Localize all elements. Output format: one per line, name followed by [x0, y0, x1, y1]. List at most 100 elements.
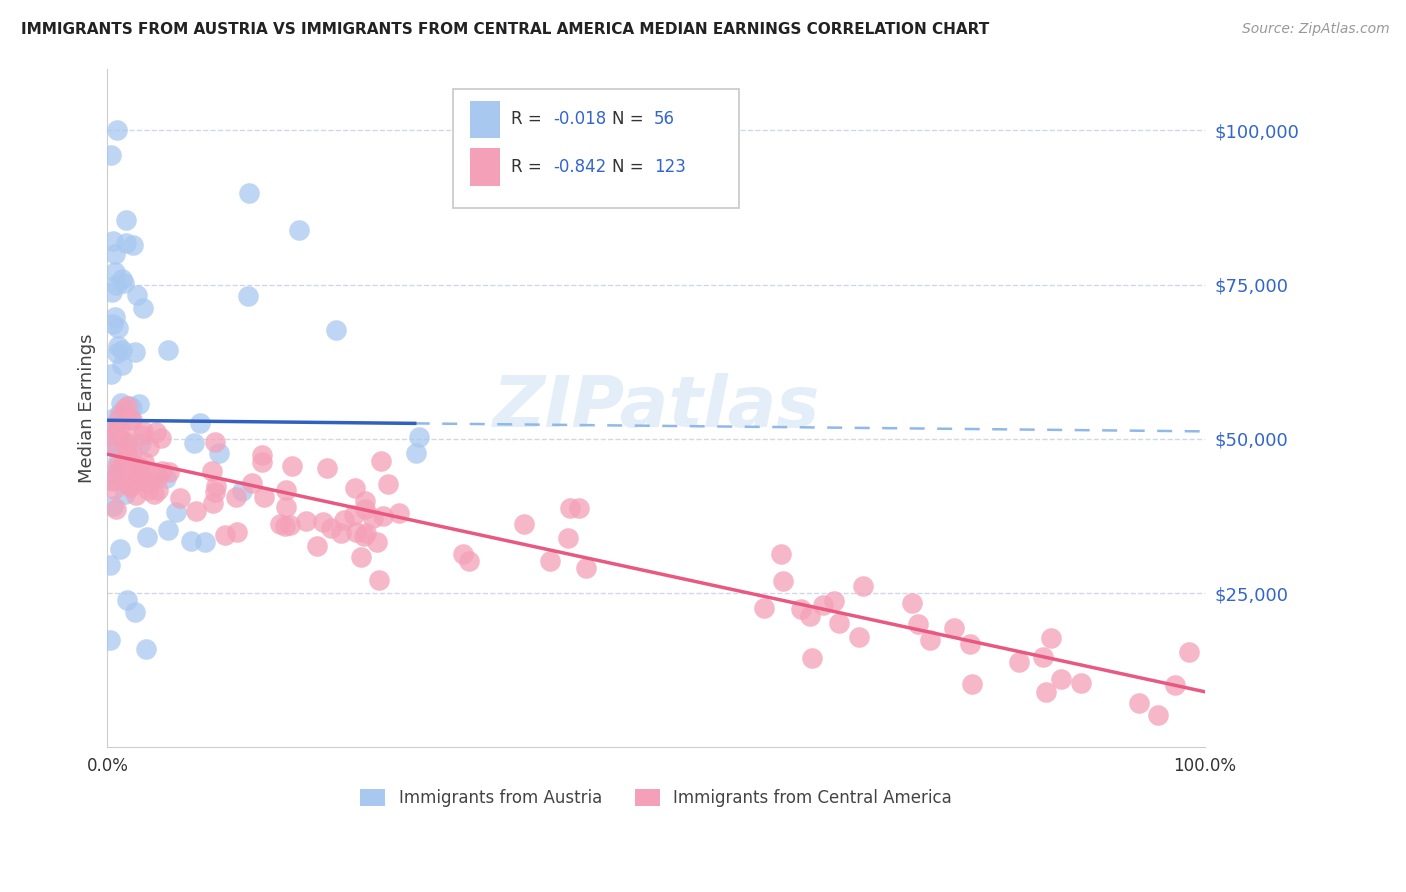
- Point: [960, 676, 983, 690]
- Point: [131, 425, 153, 439]
- Point: [131, 428, 153, 442]
- Point: [157, 343, 180, 357]
- Point: [770, 547, 793, 561]
- Point: [236, 289, 259, 303]
- Point: [121, 413, 143, 427]
- Point: [204, 485, 226, 500]
- Point: [180, 533, 202, 548]
- Point: [201, 496, 224, 510]
- Point: [157, 465, 180, 479]
- Point: [129, 462, 152, 476]
- Point: [103, 482, 125, 496]
- FancyBboxPatch shape: [453, 89, 738, 208]
- Point: [575, 561, 598, 575]
- Point: [155, 470, 177, 484]
- Point: [124, 488, 146, 502]
- Point: [1070, 675, 1092, 690]
- Point: [278, 518, 301, 533]
- Point: [128, 459, 150, 474]
- Point: [108, 406, 131, 420]
- Text: -0.018: -0.018: [553, 111, 606, 128]
- Point: [103, 436, 125, 450]
- Point: [104, 265, 127, 279]
- Point: [108, 409, 131, 424]
- Point: [125, 469, 148, 483]
- Point: [149, 431, 172, 445]
- Point: [107, 339, 129, 353]
- Point: [368, 574, 391, 588]
- Point: [281, 459, 304, 474]
- Text: 123: 123: [654, 158, 686, 176]
- Point: [214, 528, 236, 542]
- Point: [127, 288, 149, 302]
- Text: IMMIGRANTS FROM AUSTRIA VS IMMIGRANTS FROM CENTRAL AMERICA MEDIAN EARNINGS CORRE: IMMIGRANTS FROM AUSTRIA VS IMMIGRANTS FR…: [21, 22, 990, 37]
- Point: [225, 490, 247, 504]
- Point: [1147, 708, 1170, 723]
- Point: [111, 425, 134, 439]
- Point: [101, 285, 124, 300]
- Point: [103, 417, 125, 431]
- Point: [101, 474, 124, 488]
- Point: [108, 541, 131, 556]
- Point: [772, 574, 794, 589]
- Point: [800, 651, 823, 665]
- Point: [122, 237, 145, 252]
- Point: [100, 367, 122, 381]
- Point: [136, 530, 159, 544]
- Point: [136, 483, 159, 498]
- Point: [146, 470, 169, 484]
- Text: N =: N =: [612, 111, 650, 128]
- Point: [377, 477, 399, 491]
- Point: [312, 516, 335, 530]
- Point: [101, 427, 124, 442]
- Point: [115, 436, 138, 450]
- Point: [112, 277, 135, 291]
- Point: [201, 464, 224, 478]
- Point: [107, 431, 129, 445]
- Point: [354, 526, 377, 541]
- Point: [343, 508, 366, 522]
- Point: [105, 431, 128, 445]
- Point: [118, 412, 141, 426]
- Point: [344, 482, 367, 496]
- Point: [100, 474, 122, 488]
- Point: [115, 593, 138, 607]
- Text: R =: R =: [512, 158, 547, 176]
- Point: [111, 343, 134, 358]
- Point: [129, 467, 152, 481]
- Point: [104, 438, 127, 452]
- Point: [513, 517, 536, 532]
- Point: [405, 446, 427, 460]
- Point: [121, 401, 143, 415]
- Point: [112, 401, 135, 416]
- Point: [205, 479, 228, 493]
- Point: [105, 458, 128, 473]
- Point: [1035, 685, 1057, 699]
- Point: [117, 449, 139, 463]
- Text: ZIPatlas: ZIPatlas: [492, 374, 820, 442]
- Point: [127, 510, 149, 524]
- Point: [108, 433, 131, 447]
- Point: [226, 525, 249, 540]
- Legend: Immigrants from Austria, Immigrants from Central America: Immigrants from Austria, Immigrants from…: [353, 782, 959, 814]
- Point: [115, 213, 138, 227]
- Point: [366, 535, 388, 549]
- Point: [150, 464, 173, 478]
- Point: [194, 535, 217, 549]
- Point: [101, 317, 124, 331]
- Point: [752, 600, 775, 615]
- Point: [111, 359, 134, 373]
- Point: [120, 464, 142, 478]
- Point: [1164, 678, 1187, 692]
- Point: [101, 421, 124, 435]
- Point: [1049, 673, 1071, 687]
- Point: [105, 277, 128, 292]
- Point: [128, 397, 150, 411]
- Point: [111, 272, 134, 286]
- Point: [274, 500, 297, 515]
- Point: [183, 436, 205, 450]
- Point: [538, 554, 561, 568]
- Point: [114, 486, 136, 500]
- Point: [790, 602, 813, 616]
- Point: [135, 641, 157, 656]
